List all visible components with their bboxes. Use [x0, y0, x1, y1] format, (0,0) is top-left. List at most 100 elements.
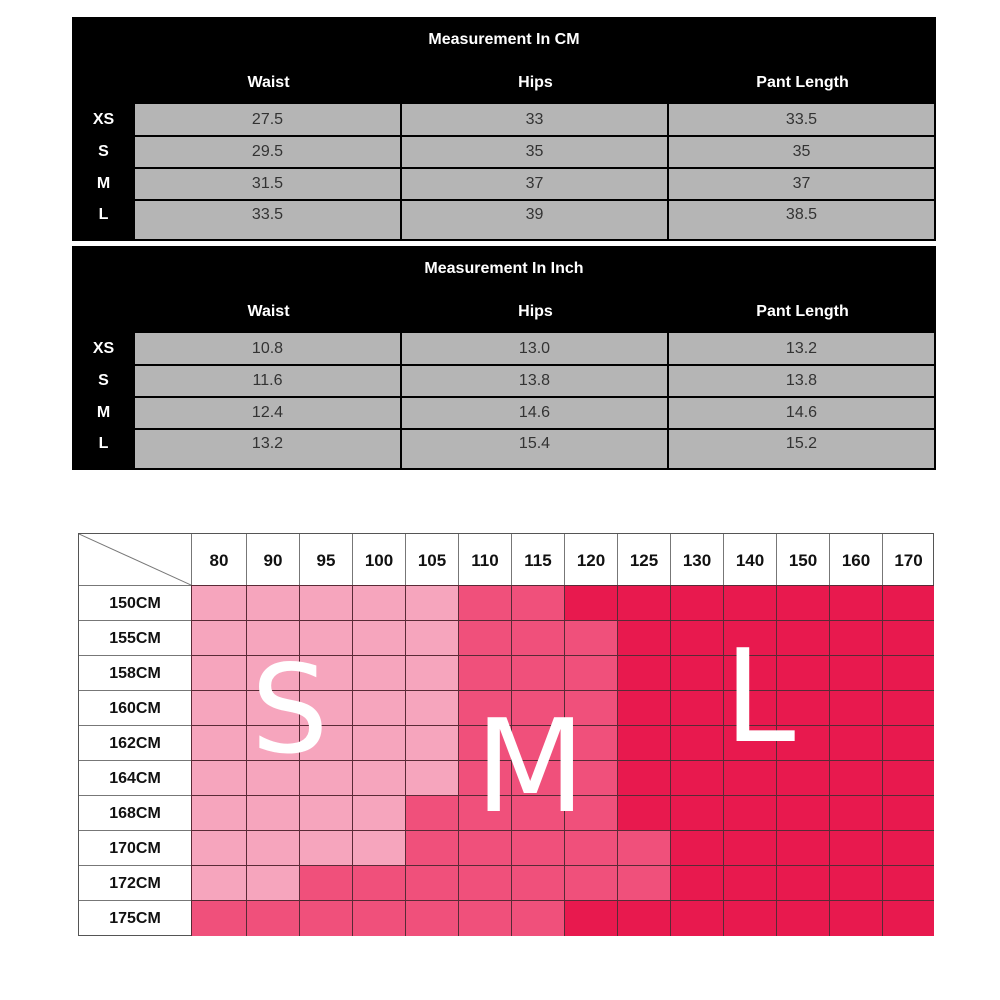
- size-cell-s: [246, 690, 299, 725]
- size-cell-m: [405, 795, 458, 830]
- size-cell-m: [511, 725, 564, 760]
- size-cell-l: [670, 585, 723, 620]
- size-cell-s: [191, 690, 246, 725]
- size-cell-l: [723, 865, 776, 900]
- size-cell-s: [405, 585, 458, 620]
- size-cell-m: [352, 865, 405, 900]
- table-cell: 11.6: [135, 366, 400, 396]
- size-cell-s: [191, 585, 246, 620]
- size-cell-l: [670, 655, 723, 690]
- size-cell-l: [617, 620, 670, 655]
- size-cell-l: [882, 900, 934, 936]
- size-cell-s: [352, 620, 405, 655]
- size-cell-s: [191, 655, 246, 690]
- size-cell-m: [458, 760, 511, 795]
- height-row-header: 168CM: [79, 795, 191, 830]
- size-cell-s: [352, 760, 405, 795]
- size-cell-m: [511, 690, 564, 725]
- size-cell-l: [829, 620, 882, 655]
- size-cell-m: [511, 795, 564, 830]
- row-label: L: [98, 435, 109, 452]
- size-cell-s: [299, 655, 352, 690]
- table-cell: 37: [669, 169, 934, 199]
- size-cell-l: [723, 830, 776, 865]
- size-cell-m: [458, 620, 511, 655]
- size-cell-l: [776, 655, 829, 690]
- size-cell-l: [776, 795, 829, 830]
- size-cell-l: [829, 830, 882, 865]
- table-cell: 13.8: [402, 366, 667, 396]
- size-cell-l: [882, 795, 934, 830]
- size-cell-s: [352, 655, 405, 690]
- size-cell-l: [776, 725, 829, 760]
- size-cell-l: [829, 900, 882, 936]
- size-cell-m: [564, 655, 617, 690]
- size-cell-l: [776, 900, 829, 936]
- row-label: S: [98, 143, 109, 160]
- weight-column-header: 115: [511, 534, 564, 585]
- size-cell-s: [246, 655, 299, 690]
- height-weight-size-chart: 80 90 95 100 105 110 115 120 125 130 140 150 160 170 1…: [78, 533, 934, 936]
- row-label: M: [96, 404, 111, 421]
- size-cell-s: [299, 760, 352, 795]
- size-cell-s: [246, 620, 299, 655]
- weight-column-header: 95: [299, 534, 352, 585]
- size-cell-m: [458, 585, 511, 620]
- weight-column-header: 170: [882, 534, 934, 585]
- size-cell-m: [511, 900, 564, 936]
- size-cell-s: [191, 725, 246, 760]
- height-row-header: 172CM: [79, 865, 191, 900]
- size-cell-m: [191, 900, 246, 936]
- weight-column-header: 120: [564, 534, 617, 585]
- size-cell-l: [670, 865, 723, 900]
- size-cell-l: [882, 760, 934, 795]
- table-title: Measurement In CM: [428, 31, 580, 48]
- size-label-m: M: [475, 693, 586, 842]
- size-cell-s: [299, 585, 352, 620]
- table-cell: 33: [402, 104, 667, 135]
- size-cell-l: [670, 760, 723, 795]
- size-cell-l: [723, 900, 776, 936]
- size-cell-l: [776, 690, 829, 725]
- size-cell-s: [352, 795, 405, 830]
- size-cell-l: [776, 760, 829, 795]
- size-cell-l: [670, 620, 723, 655]
- size-label-s: S: [251, 639, 329, 781]
- size-cell-s: [191, 865, 246, 900]
- table-cell: 38.5: [669, 201, 934, 239]
- column-header-pant-length: Pant Length: [756, 74, 849, 91]
- height-row-header: 175CM: [79, 900, 191, 936]
- column-header-waist: Waist: [247, 303, 290, 320]
- size-cell-m: [617, 830, 670, 865]
- size-cell-s: [405, 620, 458, 655]
- size-cell-s: [299, 725, 352, 760]
- measurement-table-inch: Measurement In Inch Waist Hips Pant Leng…: [72, 246, 936, 470]
- size-cell-l: [670, 900, 723, 936]
- weight-column-header: 90: [246, 534, 299, 585]
- size-cell-m: [511, 830, 564, 865]
- column-header-hips: Hips: [518, 74, 553, 91]
- size-cell-l: [617, 760, 670, 795]
- size-cell-l: [723, 620, 776, 655]
- size-cell-l: [829, 690, 882, 725]
- size-cell-l: [829, 585, 882, 620]
- size-cell-s: [191, 760, 246, 795]
- table-cell: 13.0: [402, 333, 667, 364]
- table-cell: 13.2: [135, 430, 400, 468]
- size-cell-s: [405, 655, 458, 690]
- size-cell-m: [564, 760, 617, 795]
- size-cell-l: [882, 830, 934, 865]
- table-cell: 39: [402, 201, 667, 239]
- size-cell-l: [776, 620, 829, 655]
- weight-column-header: 105: [405, 534, 458, 585]
- size-cell-m: [458, 690, 511, 725]
- size-cell-l: [776, 585, 829, 620]
- size-cell-s: [405, 760, 458, 795]
- column-header-pant-length: Pant Length: [756, 303, 849, 320]
- size-cell-m: [352, 900, 405, 936]
- size-cell-l: [670, 690, 723, 725]
- size-cell-s: [352, 725, 405, 760]
- size-cell-m: [511, 760, 564, 795]
- size-cell-l: [829, 655, 882, 690]
- height-row-header: 160CM: [79, 690, 191, 725]
